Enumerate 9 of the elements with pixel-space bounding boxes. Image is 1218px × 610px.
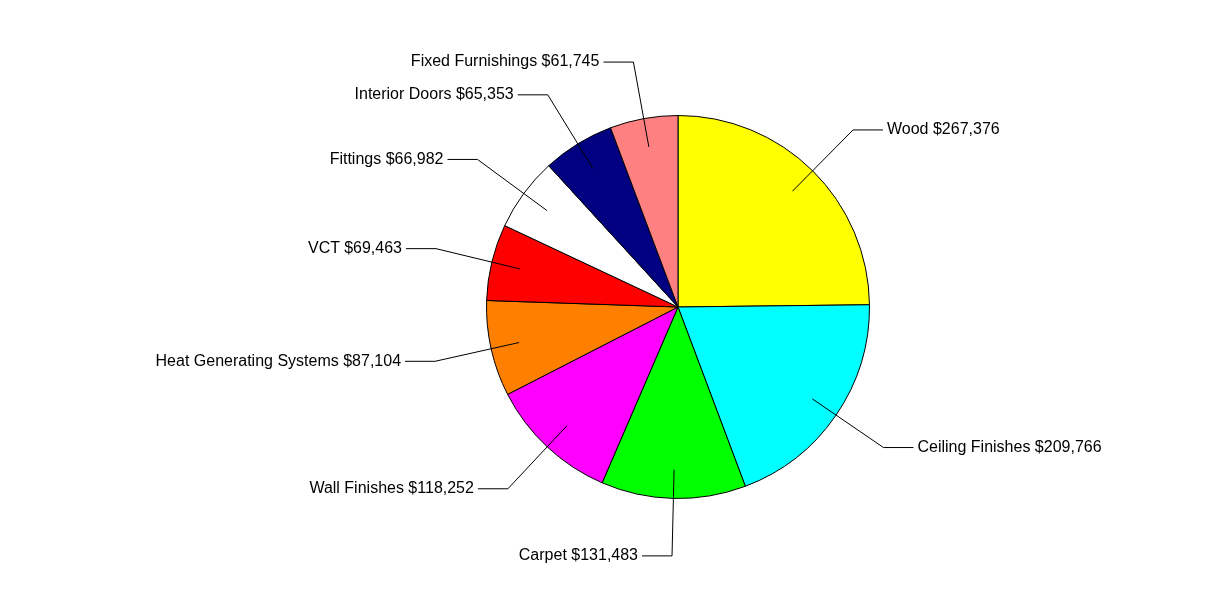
slice-label: Carpet $131,483 <box>518 546 639 564</box>
slice-label: Ceiling Finishes $209,766 <box>917 437 1102 455</box>
slice-label: Heat Generating Systems $87,104 <box>155 351 402 369</box>
slice-label: Wood $267,376 <box>887 120 1000 138</box>
slice-label: VCT $69,463 <box>307 239 403 257</box>
slice-label: Wall Finishes $118,252 <box>309 479 475 497</box>
slice-label: Fixed Furnishings $61,745 <box>410 52 600 70</box>
slice-label: Interior Doors $65,353 <box>354 85 514 103</box>
slice-label: Fittings $66,982 <box>329 149 444 167</box>
